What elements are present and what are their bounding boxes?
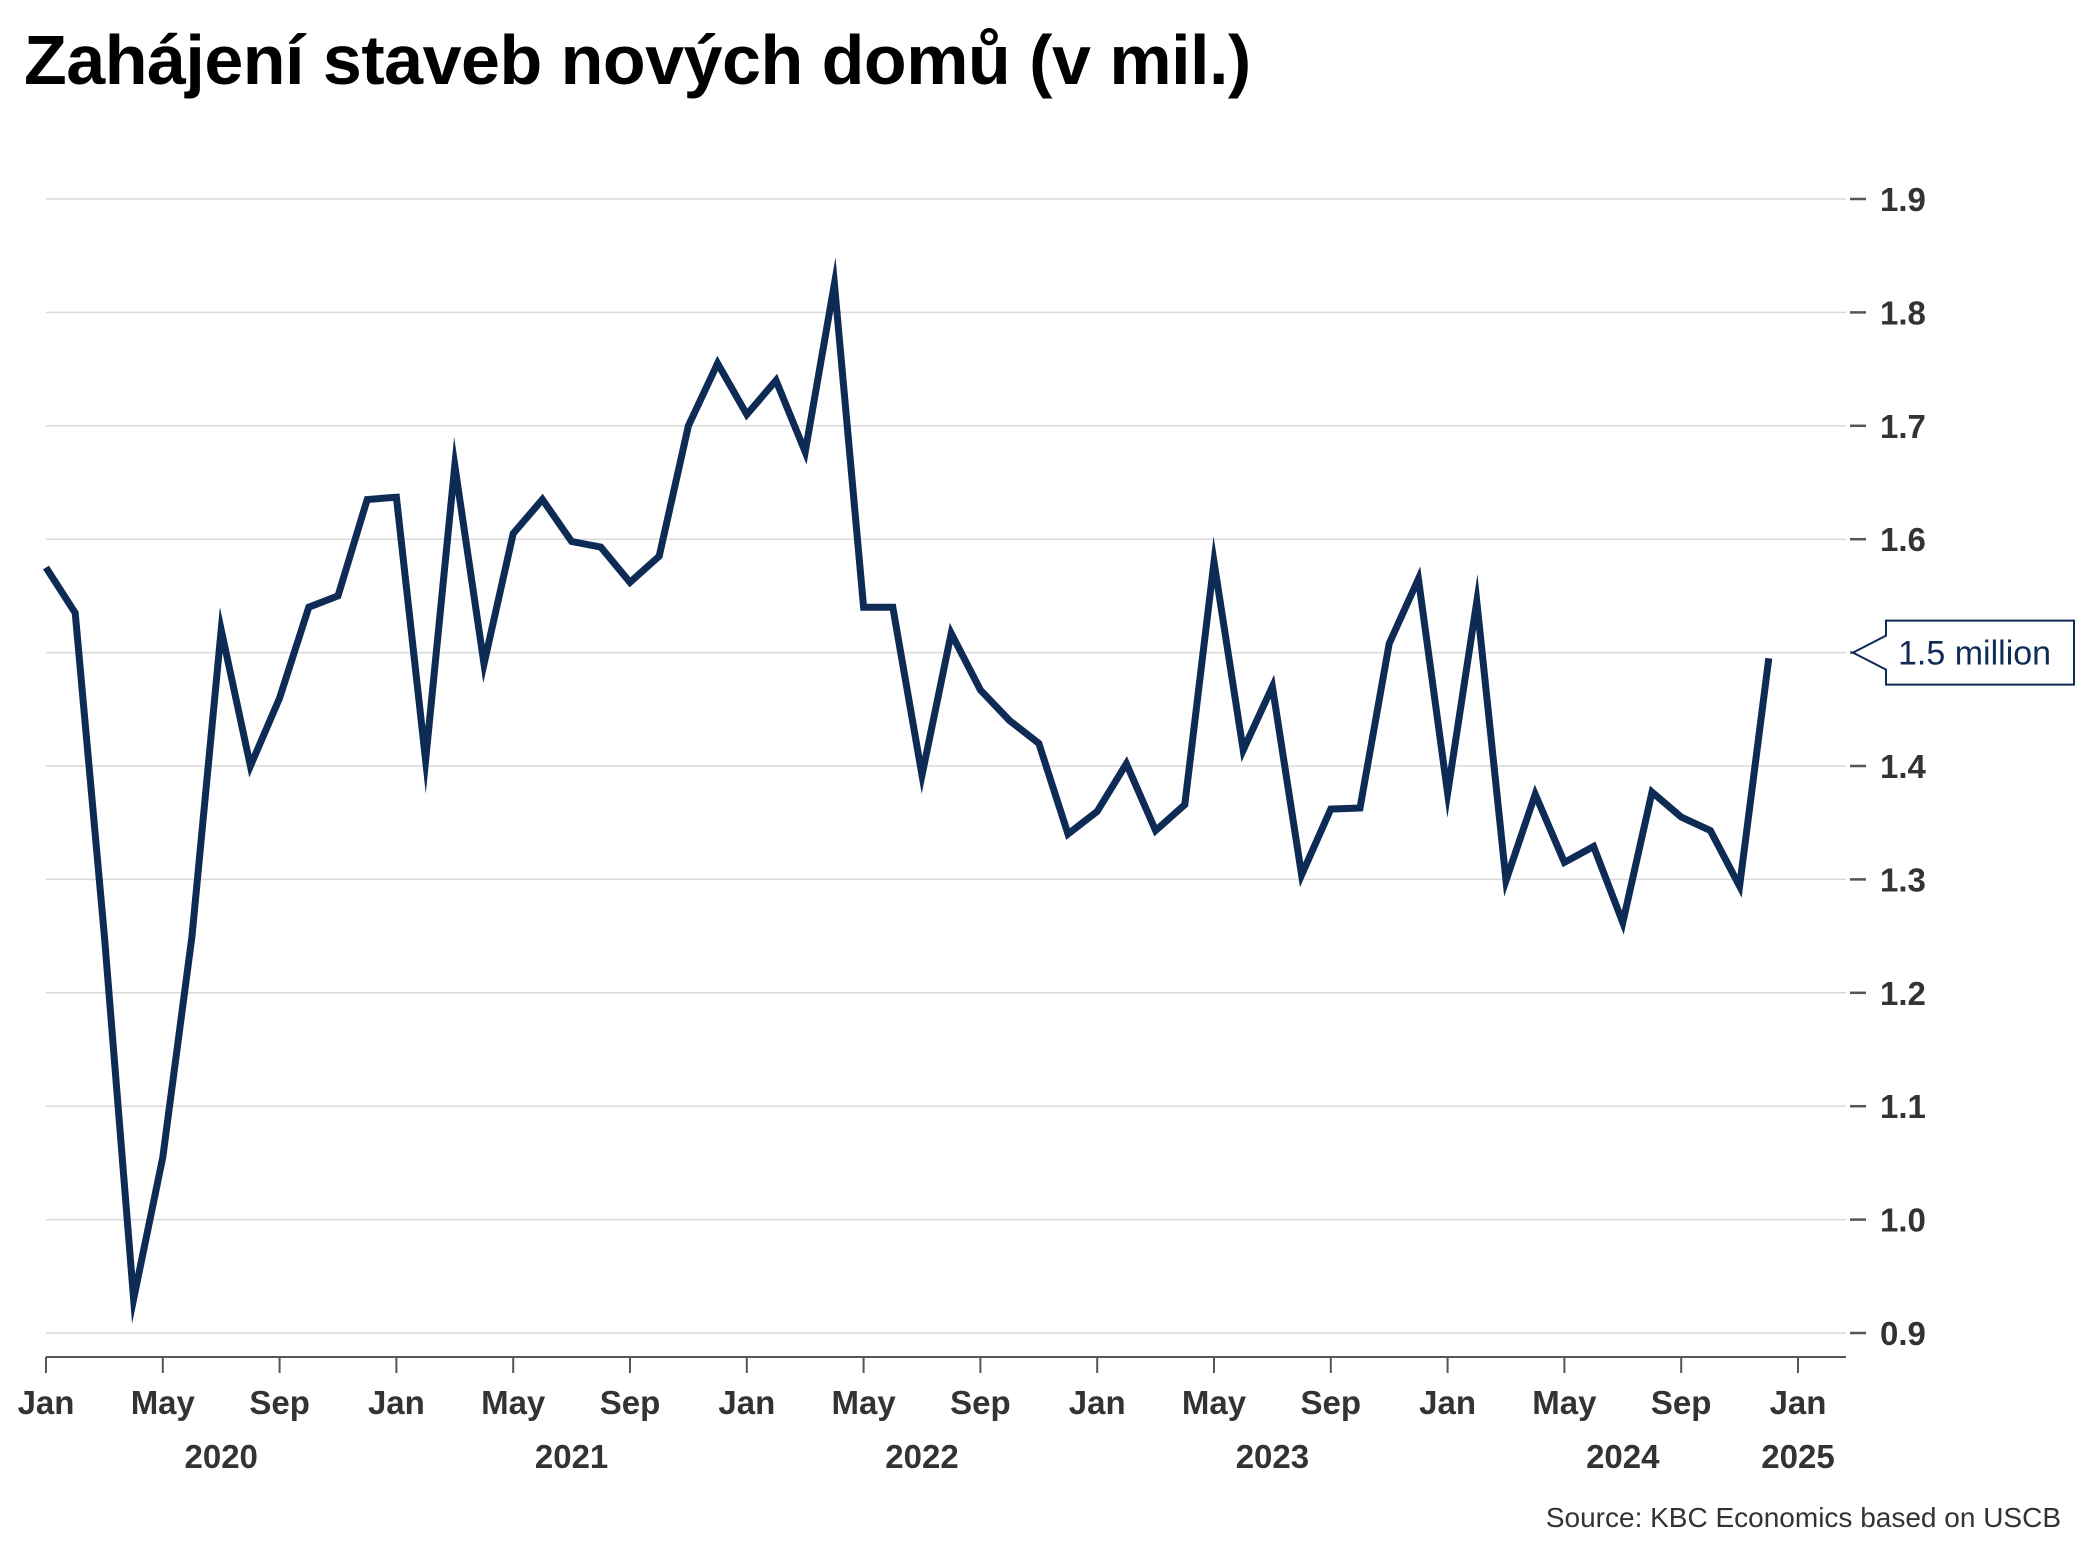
y-tick-label: 1.7 — [1880, 408, 1926, 445]
series-line — [43, 257, 1773, 1324]
callout-box — [1850, 619, 2075, 686]
x-year-label: 2024 — [1586, 1438, 1660, 1475]
x-tick-label: Jan — [1069, 1384, 1126, 1421]
x-year-label: 2025 — [1761, 1438, 1834, 1475]
x-year-label: 2023 — [1236, 1438, 1309, 1475]
gridlines — [46, 198, 1846, 1334]
y-tick-label: 1.1 — [1880, 1088, 1926, 1125]
x-year-label: 2020 — [184, 1438, 257, 1475]
y-tick-label: 0.9 — [1880, 1315, 1926, 1352]
x-tick-label: Jan — [718, 1384, 775, 1421]
value-callout: 1.5 million — [1850, 619, 2075, 686]
y-tick-label: 1.3 — [1880, 861, 1926, 898]
x-tick-label: Jan — [1770, 1384, 1827, 1421]
x-tick-label: Sep — [249, 1384, 310, 1421]
y-tick-label: 1.4 — [1880, 748, 1927, 785]
x-tick-label: Sep — [1301, 1384, 1362, 1421]
x-tick-label: Sep — [950, 1384, 1011, 1421]
x-tick-label: May — [831, 1384, 896, 1421]
y-tick-label: 1.2 — [1880, 975, 1926, 1012]
y-tick-label: 1.0 — [1880, 1202, 1926, 1239]
chart-title: Zahájení staveb nových domů (v mil.) — [24, 21, 1251, 99]
x-year-label: 2021 — [535, 1438, 608, 1475]
x-tick-label: May — [131, 1384, 196, 1421]
x-tick-label: Sep — [600, 1384, 661, 1421]
y-tick-label: 1.9 — [1880, 181, 1926, 218]
y-tick-label: 1.6 — [1880, 521, 1926, 558]
axes: 0.91.01.11.21.31.41.51.61.71.81.9JanMayS… — [18, 181, 1927, 1475]
x-tick-label: May — [1532, 1384, 1597, 1421]
source-note: Source: KBC Economics based on USCB — [1545, 1502, 2061, 1533]
y-tick-label: 1.8 — [1880, 294, 1926, 331]
x-tick-label: Jan — [18, 1384, 75, 1421]
x-tick-label: May — [1182, 1384, 1247, 1421]
x-tick-label: Jan — [1419, 1384, 1476, 1421]
x-year-label: 2022 — [885, 1438, 958, 1475]
callout-label: 1.5 million — [1898, 635, 2051, 673]
x-tick-label: Jan — [368, 1384, 425, 1421]
series-layer — [43, 257, 1773, 1324]
x-tick-label: Sep — [1651, 1384, 1712, 1421]
x-tick-label: May — [481, 1384, 546, 1421]
